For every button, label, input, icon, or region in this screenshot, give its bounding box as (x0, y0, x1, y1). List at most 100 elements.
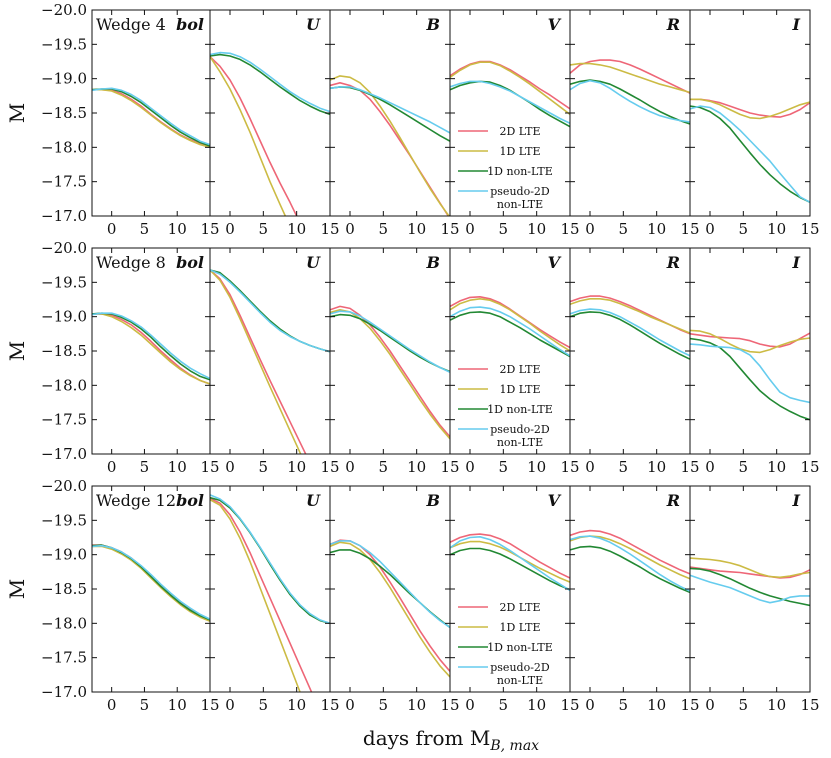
series-group (210, 494, 330, 692)
x-tick-label: 10 (407, 458, 426, 476)
series-line-1d-non-lte (570, 545, 690, 594)
series-line-pseudo-2d-non-lte (450, 80, 570, 125)
x-axis-label-subscript: B, max (489, 738, 539, 754)
series-group (210, 51, 330, 216)
panel-r1-B: 0 5 10 15 B (329, 9, 460, 238)
panel-title-R: R (666, 491, 680, 510)
series-line-1d-non-lte (330, 86, 450, 142)
x-tick-label: 0 (585, 220, 595, 238)
panel-title-I: I (792, 253, 801, 272)
y-tick-label: −18.0 (41, 138, 87, 156)
x-tick-label: 0 (345, 220, 355, 238)
series-line-2d-lte (210, 497, 313, 692)
series-line-pseudo-2d-non-lte (570, 79, 690, 123)
series-line-pseudo-2d-non-lte (92, 87, 210, 146)
y-tick-label: −19.0 (41, 308, 87, 326)
x-tick-label: 5 (140, 696, 150, 714)
panel-frame (91, 485, 211, 693)
panel-r2-R: 0 5 10 15 R (569, 247, 700, 476)
x-tick-label: 0 (225, 458, 235, 476)
x-tick-label: 10 (287, 696, 306, 714)
legend-entry: 1D LTE (499, 621, 540, 634)
x-tick-label: 15 (680, 458, 699, 476)
wedge-label: Wedge 4 (96, 15, 166, 34)
series-group (330, 75, 450, 216)
panel-r3-V: 0 5 10 15 V 2D LTE 1D LTE 1D non-LTE pseudo-2Dno… (449, 485, 580, 714)
y-tick-label: −18.0 (41, 376, 87, 394)
series-line-2d-lte (92, 313, 210, 385)
x-tick-label: 5 (499, 696, 509, 714)
y-tick-label: −18.5 (41, 104, 87, 122)
series-group (570, 59, 690, 125)
x-tick-label: 15 (440, 458, 459, 476)
series-group (210, 269, 330, 454)
legend-entry: pseudo-2D (490, 661, 550, 674)
panel-r3-B: 0 5 10 15 B (329, 485, 460, 714)
x-tick-label: 15 (800, 696, 819, 714)
y-tick-label: −19.5 (41, 35, 87, 53)
y-tick-label: −19.0 (41, 546, 87, 564)
y-tick-label: −17.5 (41, 411, 87, 429)
y-tick-label: −19.5 (41, 511, 87, 529)
x-tick-label: 10 (407, 220, 426, 238)
y-tick-label: −18.0 (41, 614, 87, 632)
series-line-1d-non-lte (690, 567, 810, 607)
y-tick-label: −20.0 (41, 239, 87, 257)
series-group (330, 305, 450, 440)
x-tick-label: 10 (527, 220, 546, 238)
series-line-1d-lte (570, 535, 690, 580)
x-tick-label: 15 (560, 220, 579, 238)
x-tick-label: 10 (647, 220, 666, 238)
x-axis-label: days from MB, max (363, 726, 539, 754)
series-line-1d-lte (570, 62, 690, 94)
series-line-pseudo-2d-non-lte (92, 312, 210, 380)
panel-title-U: U (306, 15, 321, 34)
panel-frame (329, 9, 451, 217)
series-line-1d-lte (330, 308, 450, 440)
series-line-1d-lte (690, 329, 810, 354)
panel-frame (209, 9, 331, 217)
y-axis-label-row-3: M (5, 579, 29, 599)
x-tick-label: 15 (320, 458, 339, 476)
series-group (450, 60, 570, 128)
x-tick-label: 5 (619, 458, 629, 476)
series-line-2d-lte (570, 529, 690, 575)
panel-title-bol: bol (176, 491, 204, 510)
panel-title-V: V (548, 15, 562, 34)
panel-r1-I: 0 5 10 15 I (689, 9, 820, 238)
panel-frame (569, 247, 691, 455)
x-tick-label: 5 (259, 220, 269, 238)
panel-title-bol: bol (176, 15, 204, 34)
series-line-pseudo-2d-non-lte (330, 86, 450, 134)
x-tick-label: 10 (168, 458, 187, 476)
x-tick-label: 5 (619, 696, 629, 714)
x-tick-label: 0 (225, 220, 235, 238)
panel-r3-bol: 0 5 10 15 −20.0 −19.5 −19.0 −18.5 −18.0 −17.5 −17.… (41, 477, 220, 714)
x-tick-label: 5 (499, 220, 509, 238)
series-line-1d-lte (92, 88, 210, 149)
panel-r2-I: 0 5 10 15 I (689, 247, 820, 476)
x-tick-label: 15 (560, 458, 579, 476)
x-tick-label: 5 (739, 458, 749, 476)
x-tick-label: 10 (527, 696, 546, 714)
legend-entry: 1D non-LTE (487, 403, 553, 416)
x-tick-label: 10 (168, 220, 187, 238)
series-line-2d-lte (570, 59, 690, 94)
x-tick-label: 0 (465, 696, 475, 714)
x-tick-label: 0 (705, 220, 715, 238)
panel-frame (91, 9, 211, 217)
x-tick-label: 0 (345, 696, 355, 714)
series-line-pseudo-2d-non-lte (690, 343, 810, 404)
series-line-pseudo-2d-non-lte (570, 535, 690, 592)
x-tick-label: 10 (647, 458, 666, 476)
panel-r1-U: 0 5 10 15 U (209, 9, 340, 238)
x-tick-label: 0 (107, 696, 117, 714)
series-line-1d-non-lte (690, 337, 810, 421)
series-group (92, 312, 210, 385)
x-tick-label: 5 (619, 220, 629, 238)
series-line-pseudo-2d-non-lte (210, 494, 330, 625)
series-line-pseudo-2d-non-lte (690, 105, 810, 204)
series-line-2d-lte (210, 269, 307, 454)
x-tick-label: 10 (168, 696, 187, 714)
x-tick-label: 5 (379, 696, 389, 714)
